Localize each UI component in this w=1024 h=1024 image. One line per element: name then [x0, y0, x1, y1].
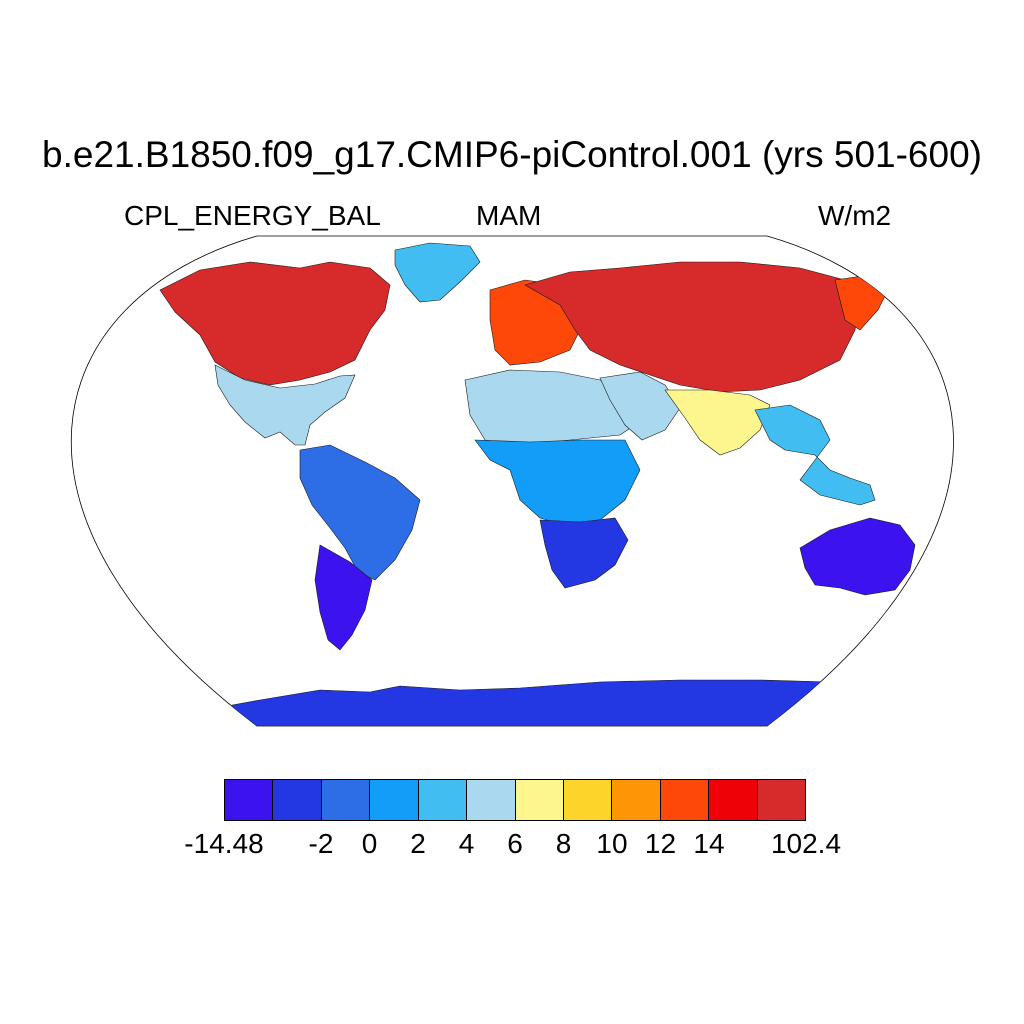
colorbar-tick-label: 8: [555, 828, 572, 859]
region-arabia: [599, 371, 681, 441]
colorbar: [224, 779, 806, 821]
region-south-asia: [664, 389, 771, 456]
region-australia: [799, 517, 916, 596]
colorbar-swatch: [467, 780, 516, 820]
region-north-america-north: [159, 261, 391, 386]
colorbar-swatch: [225, 780, 274, 820]
colorbar-tick-label: 6: [507, 828, 523, 859]
colorbar-tick-label: 2: [410, 828, 426, 859]
region-southern-africa: [539, 517, 629, 589]
plot-title: b.e21.B1850.f09_g17.CMIP6-piControl.001 …: [42, 134, 982, 175]
colorbar-tick-label: 102.4: [770, 828, 842, 859]
colorbar-swatch: [660, 780, 710, 820]
colorbar-swatch: [612, 780, 661, 820]
region-south-america: [299, 444, 421, 581]
variable-label: CPL_ENERGY_BAL: [124, 200, 381, 231]
colorbar-tick-label: 12: [644, 828, 677, 859]
colorbar-tick-label: 10: [596, 828, 628, 859]
season-label: MAM: [476, 200, 542, 231]
colorbar-tick-label: 0: [361, 828, 378, 859]
region-patagonia: [314, 544, 373, 651]
colorbar-tick-label: -2: [308, 828, 334, 859]
colorbar-swatch: [563, 780, 613, 820]
region-north-america-south: [214, 364, 356, 446]
colorbar-tick-label: 4: [458, 828, 475, 859]
region-southeast-asia: [754, 404, 876, 506]
colorbar-swatch: [370, 780, 419, 820]
colorbar-tick-label: -14.48: [184, 828, 264, 859]
colorbar-swatch: [273, 780, 322, 820]
region-greenland: [394, 242, 481, 303]
colorbar-swatch: [321, 780, 371, 820]
colorbar-tick-label: 14: [693, 828, 725, 859]
units-label: W/m2: [818, 200, 892, 231]
colorbar-swatch: [709, 780, 758, 820]
colorbar-swatch: [418, 780, 468, 820]
colorbar-swatch: [515, 780, 564, 820]
colorbar-swatch: [757, 780, 806, 820]
region-siberia-and-central-asia: [524, 261, 861, 393]
region-new-zealand: [919, 594, 954, 623]
